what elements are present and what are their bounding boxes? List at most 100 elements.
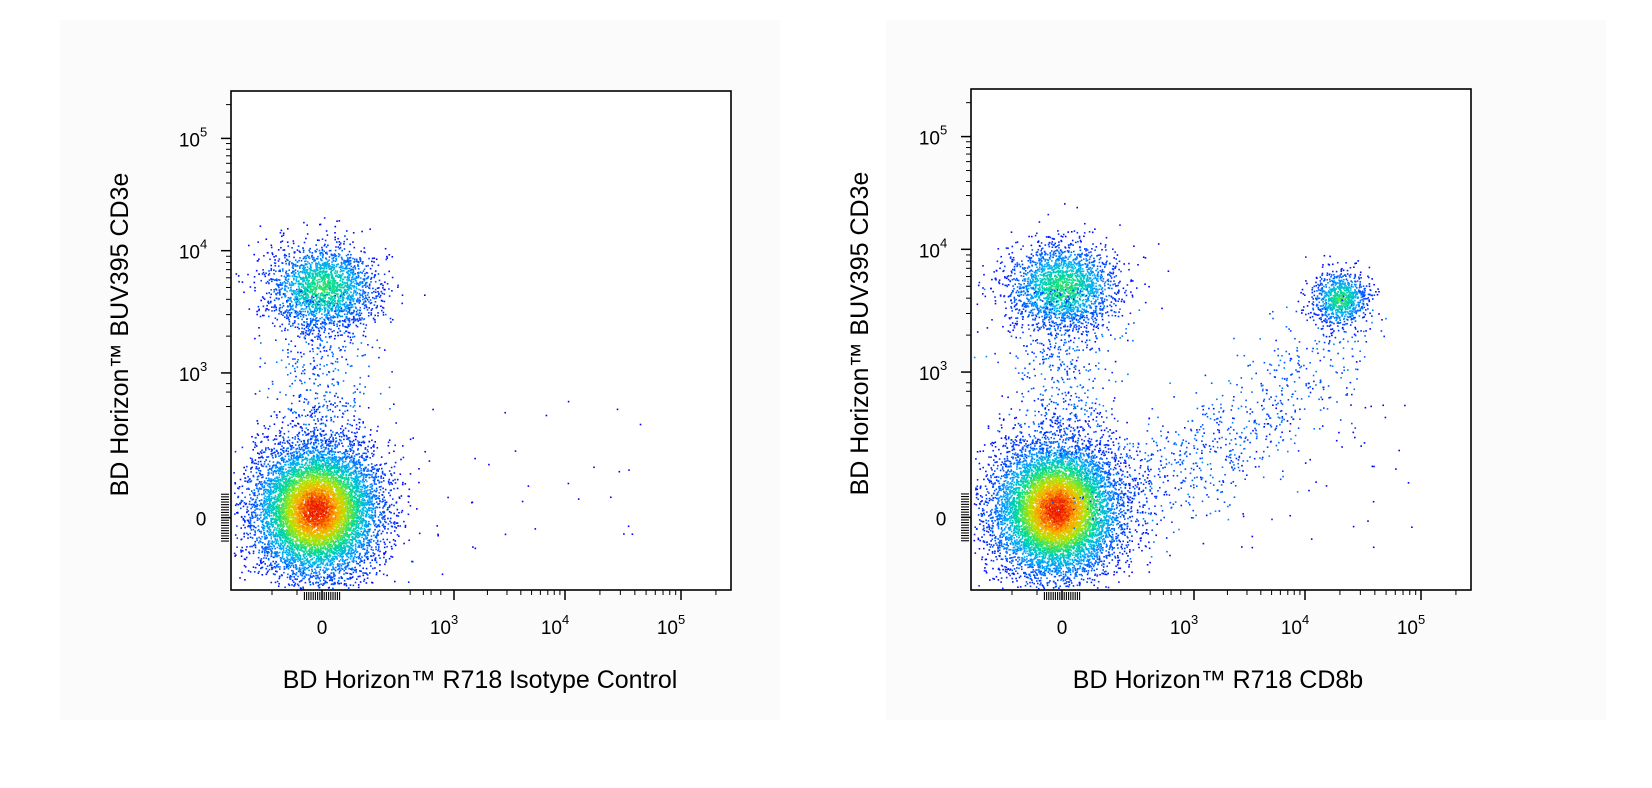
event-dot <box>353 473 355 475</box>
event-dot <box>287 511 290 514</box>
event-dot <box>281 536 284 539</box>
event-dot <box>291 535 294 538</box>
event-dot <box>407 581 410 583</box>
event-dot <box>266 524 269 527</box>
event-dot <box>254 442 257 444</box>
event-dot <box>331 544 334 547</box>
event-dot <box>318 557 321 560</box>
event-dot <box>301 466 303 468</box>
event-dot <box>309 547 311 549</box>
event-dot <box>331 471 334 474</box>
event-dot <box>381 517 383 519</box>
event-dot <box>323 545 326 548</box>
event-dot <box>298 568 301 570</box>
event-dot <box>354 528 356 531</box>
event-dot <box>291 502 293 504</box>
event-dot <box>302 450 305 452</box>
event-dot <box>330 528 333 530</box>
event-dot <box>282 529 284 532</box>
event-dot <box>364 506 367 509</box>
event-dot <box>351 479 353 482</box>
event-dot <box>340 500 343 502</box>
event-dot <box>351 530 354 532</box>
event-dot <box>342 558 344 561</box>
event-dot <box>288 561 290 564</box>
event-dot <box>355 539 358 542</box>
event-dot <box>257 422 259 425</box>
event-dot <box>297 560 299 563</box>
event-dot <box>277 517 280 519</box>
event-dot <box>297 501 299 503</box>
event-dot <box>234 482 237 485</box>
event-dot <box>269 545 271 548</box>
event-dot <box>272 533 275 535</box>
event-dot <box>288 552 290 554</box>
event-dot <box>329 494 332 496</box>
event-dot <box>336 470 339 472</box>
event-dot <box>237 496 239 499</box>
event-dot <box>272 573 275 575</box>
event-dot <box>281 554 284 556</box>
event-dot <box>283 458 286 461</box>
event-dot <box>334 445 337 448</box>
event-dot <box>375 483 377 485</box>
event-dot <box>250 480 253 482</box>
event-dot <box>316 548 318 550</box>
event-dot <box>338 476 341 478</box>
event-dot <box>332 559 334 561</box>
event-dot <box>368 509 371 512</box>
event-dot <box>280 522 282 525</box>
event-dot <box>268 533 271 536</box>
event-dot <box>340 484 342 487</box>
event-dot <box>262 506 265 508</box>
event-dot <box>358 516 360 518</box>
event-dot <box>317 551 320 553</box>
event-dot <box>323 559 325 561</box>
event-dot <box>277 479 280 481</box>
event-dot <box>241 571 243 574</box>
event-dot <box>295 471 297 473</box>
event-dot <box>280 544 282 547</box>
event-dot <box>318 458 320 460</box>
event-dot <box>291 507 294 509</box>
event-dot <box>291 579 294 582</box>
event-dot <box>329 445 332 447</box>
event-dot <box>312 475 314 478</box>
event-dot <box>370 535 373 537</box>
event-dot <box>287 507 290 509</box>
event-dot <box>391 556 394 558</box>
event-dot <box>293 561 295 563</box>
event-dot <box>310 441 313 444</box>
event-dot <box>267 439 270 441</box>
event-dot <box>314 481 316 483</box>
event-dot <box>288 455 290 458</box>
event-dot <box>329 576 331 578</box>
event-dot <box>309 555 312 557</box>
event-dot <box>295 565 298 568</box>
event-dot <box>367 495 370 497</box>
event-dot <box>350 449 353 451</box>
event-dot <box>250 503 253 506</box>
event-dot <box>400 511 403 514</box>
event-dot <box>274 451 276 454</box>
event-dot <box>307 502 309 505</box>
event-dot <box>335 473 337 475</box>
event-dot <box>285 550 287 552</box>
event-dot <box>281 475 283 478</box>
event-dot <box>353 557 355 559</box>
event-dot <box>247 520 250 523</box>
event-dot <box>358 463 361 465</box>
event-dot <box>290 446 293 449</box>
event-dot <box>371 559 373 561</box>
event-dot <box>260 562 262 565</box>
event-dot <box>286 447 288 450</box>
event-dot <box>294 578 296 580</box>
event-dot <box>276 476 278 478</box>
event-dot <box>316 561 318 563</box>
event-dot <box>280 500 283 502</box>
event-dot <box>313 454 315 457</box>
event-dot <box>314 480 317 482</box>
event-dot <box>343 584 346 586</box>
event-dot <box>269 548 271 550</box>
event-dot <box>311 474 314 477</box>
